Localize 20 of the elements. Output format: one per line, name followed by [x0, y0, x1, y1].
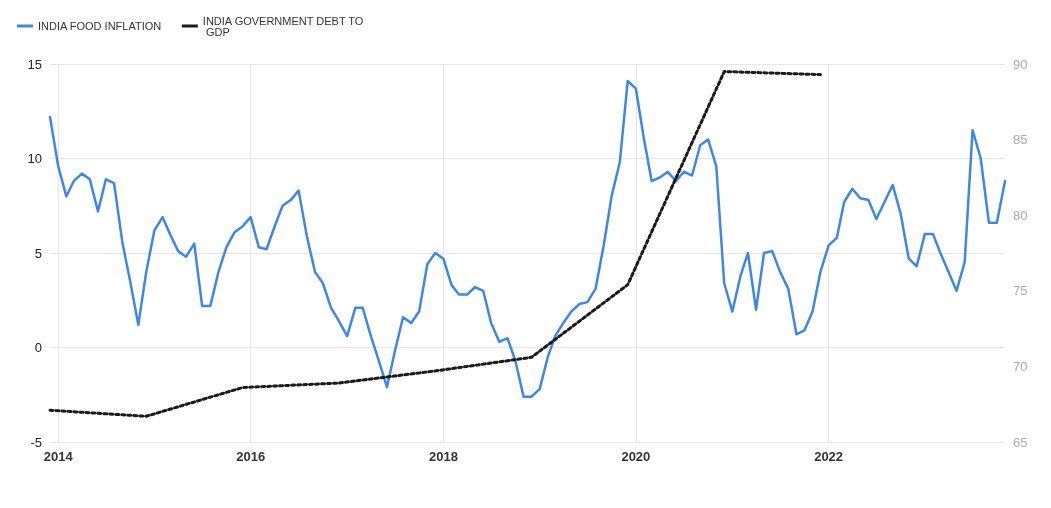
x-tick-label: 2020 [621, 449, 651, 464]
y-tick-label: 15 [27, 56, 42, 72]
y2-tick-label: 65 [1013, 434, 1028, 450]
line-series [48, 79, 1007, 398]
y-tick-label: -5 [30, 434, 42, 450]
legend-label: INDIA GOVERNMENT DEBT TO GDP [202, 14, 364, 38]
y-tick-label: 0 [34, 340, 42, 355]
y2-tick-label: 75 [1013, 283, 1028, 299]
y-tick-label: 10 [27, 151, 42, 166]
y2-tick-label: 85 [1013, 132, 1028, 148]
y2-tick-label: 80 [1013, 207, 1028, 223]
x-tick-label: 2022 [814, 449, 844, 464]
line-series [48, 70, 822, 418]
y-tick-label: 5 [34, 245, 42, 261]
x-tick-label: 2016 [236, 449, 266, 464]
x-tick-label: 2014 [43, 449, 74, 464]
legend-label: INDIA FOOD INFLATION [38, 20, 162, 32]
x-tick-label: 2018 [428, 449, 458, 464]
y2-tick-label: 90 [1013, 56, 1028, 72]
y2-tick-label: 70 [1013, 358, 1028, 374]
